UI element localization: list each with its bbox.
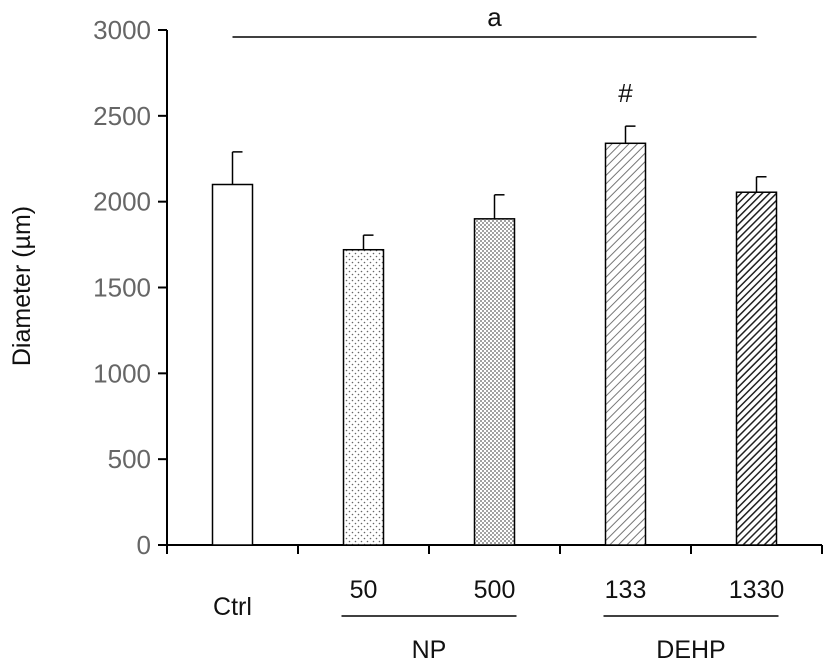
bar xyxy=(473,218,516,546)
y-axis-label: Diameter (µm) xyxy=(8,206,36,366)
group-label: NP xyxy=(412,636,447,664)
x-tick-label: 133 xyxy=(605,576,647,604)
significance-marker: # xyxy=(618,78,633,108)
x-tick-label: 500 xyxy=(474,576,516,604)
y-tick-label: 1000 xyxy=(93,358,151,388)
y-tick-label: 2500 xyxy=(93,101,151,131)
bar xyxy=(211,183,254,546)
group-label: DEHP xyxy=(656,636,725,664)
x-axis-ticks xyxy=(166,545,823,554)
y-tick-label: 1500 xyxy=(93,273,151,303)
category-labels: Ctrl 50 500 133 1330 xyxy=(213,576,784,621)
y-tick-label: 0 xyxy=(137,530,151,560)
bar xyxy=(342,248,385,546)
y-axis-ticks: 0 500 1000 1500 2000 2500 3000 xyxy=(93,15,167,560)
annotations: a# xyxy=(232,2,757,108)
y-tick-label: 2000 xyxy=(93,187,151,217)
significance-label: a xyxy=(487,2,502,32)
bar xyxy=(735,191,778,546)
x-tick-label: 50 xyxy=(350,576,378,604)
y-tick-label: 500 xyxy=(108,444,151,474)
bar xyxy=(604,142,647,546)
error-bars-group xyxy=(231,125,767,250)
bars-group xyxy=(211,142,778,546)
x-tick-label: Ctrl xyxy=(213,593,252,621)
group-labels: NP DEHP xyxy=(341,615,779,664)
x-tick-label: 1330 xyxy=(729,576,785,604)
y-tick-label: 3000 xyxy=(93,15,151,45)
